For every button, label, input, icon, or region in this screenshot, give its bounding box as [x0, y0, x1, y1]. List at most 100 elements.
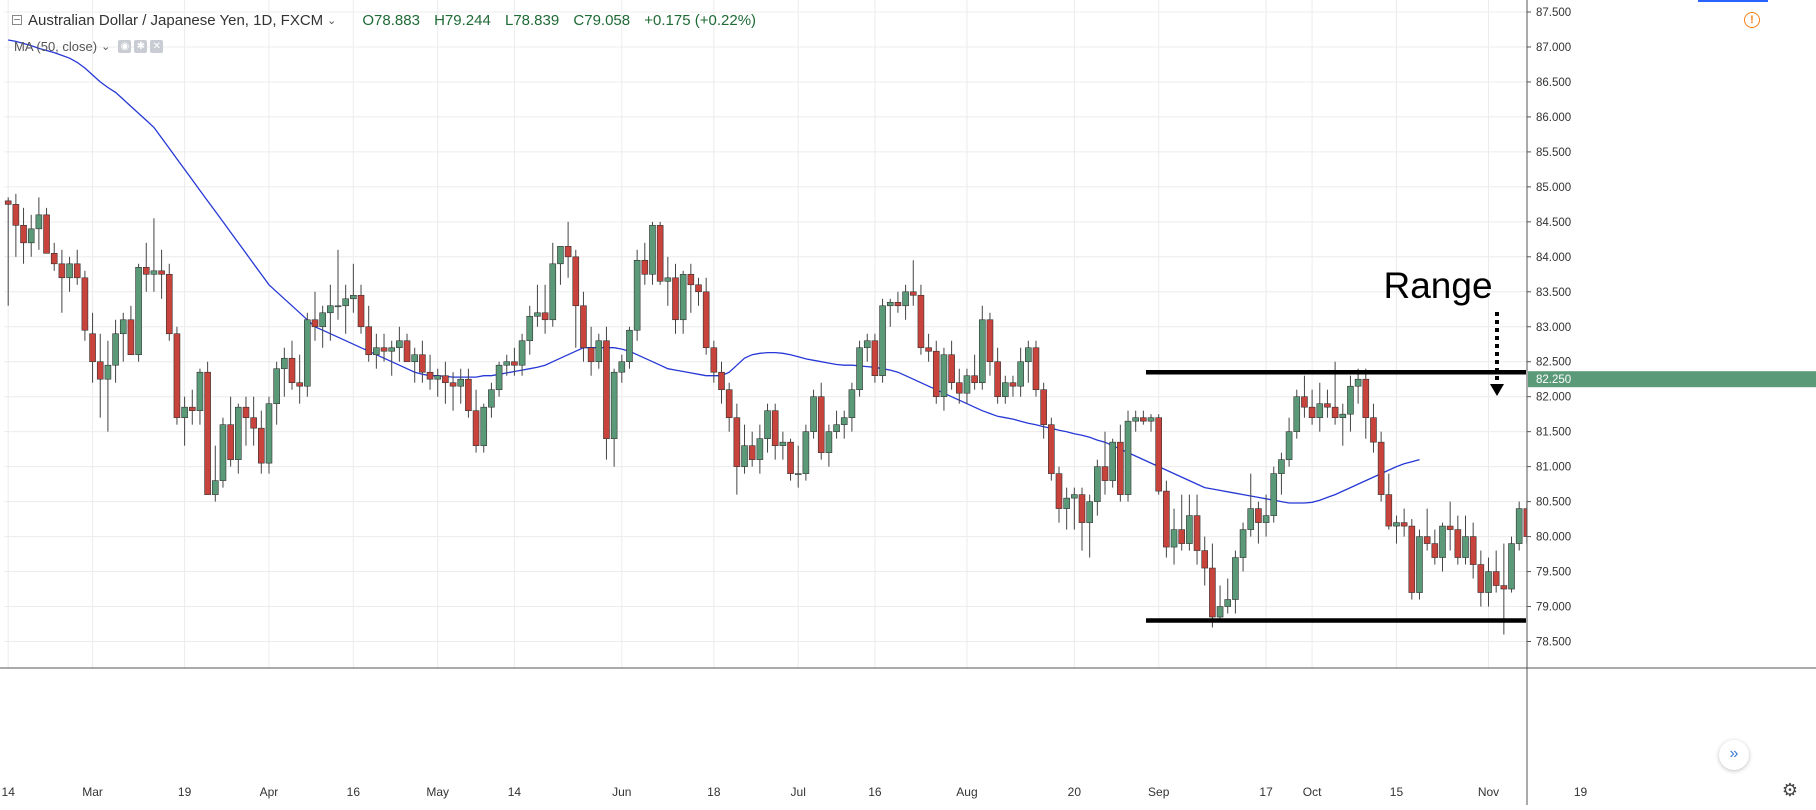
- candle-body: [557, 246, 564, 265]
- candle: [281, 347, 288, 397]
- candle-body: [1048, 424, 1055, 474]
- price-tick-label: 87.500: [1536, 7, 1571, 19]
- candle: [273, 361, 280, 425]
- warning-icon[interactable]: !: [1744, 12, 1760, 28]
- candle: [1301, 375, 1308, 418]
- candle-body: [802, 431, 810, 474]
- candle: [480, 403, 488, 453]
- candle-body: [978, 319, 986, 384]
- scroll-to-realtime-button[interactable]: »: [1719, 740, 1749, 770]
- symbol-title[interactable]: Australian Dollar / Japanese Yen, 1D, FX…: [28, 11, 324, 29]
- candle-body: [848, 389, 856, 418]
- candle-body: [932, 350, 940, 397]
- candle-body: [403, 340, 411, 363]
- price-tick-label: 83.000: [1536, 322, 1571, 334]
- candle: [1316, 382, 1324, 432]
- candle: [1186, 494, 1193, 551]
- candle-body: [1224, 599, 1232, 607]
- candle: [1201, 536, 1209, 586]
- candle: [327, 284, 334, 341]
- candle-body: [1001, 382, 1009, 397]
- candle-body: [787, 441, 794, 474]
- candle: [1278, 452, 1285, 495]
- candle: [334, 249, 342, 320]
- chevron-down-icon[interactable]: ⌄: [327, 14, 337, 27]
- range-arrow-head: [1490, 384, 1504, 396]
- candle: [142, 242, 150, 292]
- candle-body: [1454, 529, 1462, 558]
- candle-body: [1040, 389, 1047, 425]
- collapse-legend-icon[interactable]: [12, 15, 22, 25]
- candle: [764, 403, 771, 453]
- candle-body: [35, 214, 43, 230]
- time-axis: 14 Mar 19 Apr 16 May 14 Jun 18 Jul 16 Aug 20 Sep 17 Oct…: [2, 785, 1588, 799]
- candle: [135, 263, 142, 362]
- candle-body: [572, 256, 580, 307]
- candle: [173, 326, 181, 425]
- candle-body: [1354, 378, 1362, 387]
- price-tick-label: 79.500: [1536, 567, 1571, 579]
- range-lines-layer: [1146, 369, 1526, 623]
- candle: [304, 312, 311, 397]
- candle: [925, 333, 932, 362]
- chevron-down-icon[interactable]: ⌄: [101, 40, 111, 53]
- time-tick-label: 19: [1574, 785, 1588, 799]
- candle-body: [741, 445, 748, 467]
- candle-body: [1377, 441, 1385, 495]
- gear-icon[interactable]: ⚙: [1781, 780, 1799, 800]
- candle-body: [1462, 536, 1469, 558]
- candle-body: [702, 291, 710, 349]
- candle: [1308, 389, 1316, 425]
- candle: [1508, 536, 1515, 593]
- candle: [204, 361, 211, 495]
- candle: [1324, 389, 1331, 418]
- candle-body: [104, 364, 112, 380]
- indicator-title[interactable]: MA (50, close): [14, 38, 98, 54]
- candle: [1408, 519, 1416, 600]
- candle: [104, 340, 112, 432]
- candle: [511, 347, 518, 376]
- candle: [357, 284, 365, 334]
- candle: [1462, 515, 1469, 565]
- candle-body: [1193, 515, 1201, 551]
- candle-body: [173, 333, 181, 418]
- settings-icon[interactable]: ✱: [134, 39, 148, 53]
- candle-body: [150, 270, 158, 275]
- candle: [1048, 417, 1055, 481]
- candle: [265, 396, 273, 474]
- candle-body: [242, 406, 250, 418]
- candle: [1140, 410, 1147, 425]
- candle-body: [1032, 347, 1040, 391]
- candle-body: [840, 417, 848, 425]
- candle-body: [357, 294, 365, 328]
- accent-bar: [1698, 0, 1768, 2]
- candle: [1377, 431, 1385, 502]
- candle-body: [618, 361, 626, 373]
- candle: [196, 368, 204, 425]
- candle: [1209, 543, 1216, 628]
- eye-icon[interactable]: ◉: [118, 39, 132, 53]
- candle: [1224, 578, 1232, 614]
- candle: [50, 242, 58, 271]
- candle: [994, 347, 1001, 404]
- candle-body: [396, 340, 403, 349]
- time-tick-label: Aug: [956, 785, 977, 799]
- candle: [618, 354, 626, 383]
- candle: [948, 340, 955, 390]
- candle-body: [43, 214, 50, 254]
- candle-body: [58, 263, 66, 279]
- grid: [4, 0, 1582, 668]
- candle-body: [748, 445, 756, 460]
- candle-body: [1385, 494, 1393, 527]
- candle: [426, 354, 434, 390]
- candle-body: [595, 340, 603, 363]
- candle-body: [1163, 490, 1170, 548]
- candle-body: [940, 354, 948, 397]
- candle-body: [1186, 515, 1193, 544]
- close-icon[interactable]: ✕: [150, 39, 164, 53]
- price-tick-label: 87.000: [1536, 42, 1571, 54]
- candle-body: [457, 378, 465, 387]
- candle-body: [1469, 536, 1477, 565]
